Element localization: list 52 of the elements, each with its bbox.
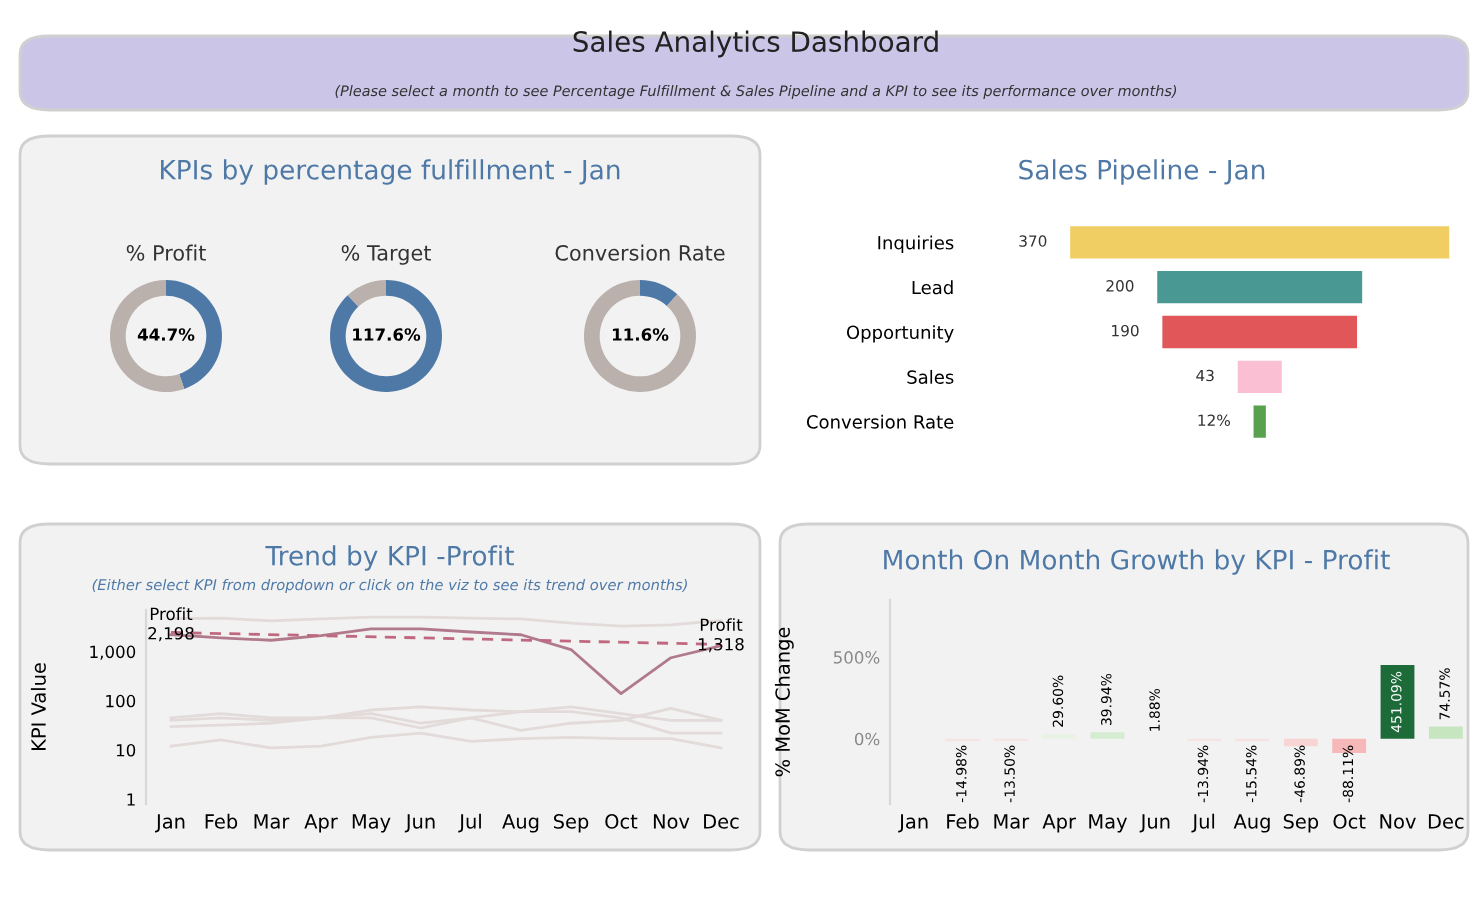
annotation: Profit: [700, 618, 743, 632]
chart-title: Trend by KPI -Profit: [265, 545, 514, 571]
text: KPIs by percentage fulfillment - Jan: [161, 159, 620, 185]
x-tick-label: Sep: [1283, 814, 1319, 833]
text: Sales Pipeline - Jan: [1019, 159, 1265, 185]
x-tick-label: Jul: [1191, 813, 1215, 833]
x-tick-label: Sep: [553, 814, 589, 833]
x-tick-label: Mar: [254, 814, 290, 829]
category-label: Lead: [912, 280, 953, 295]
x-tick-label: Mar: [994, 814, 1030, 829]
annotation: 1,318: [698, 637, 744, 653]
chart-title: % Target: [341, 244, 431, 265]
x-tick-label: Aug: [502, 814, 539, 833]
x-tick-label: Nov: [653, 814, 690, 829]
x-tick-label: Dec: [704, 814, 739, 829]
x-tick-label: Apr: [304, 814, 338, 833]
x-tick-label: Jan: [898, 814, 928, 833]
x-tick-label: Jun: [404, 814, 435, 833]
category-label: Conversion Rate: [806, 414, 954, 429]
y-tick-label: 10: [116, 743, 136, 757]
y-tick-label: 1,000: [90, 645, 136, 660]
text: Sales Analytics Dashboard: [573, 30, 938, 58]
chart-title: % Profit: [126, 244, 206, 261]
category-label: Inquiries: [878, 235, 954, 254]
text: 44.7%: [137, 328, 195, 341]
category-label: Opportunity: [846, 325, 954, 343]
y-axis-title: KPI Value: [30, 663, 46, 750]
x-tick-label: Jun: [1139, 814, 1170, 833]
chart-title: Month On Month Growth by KPI - Profit: [884, 549, 1390, 575]
x-tick-label: May: [1089, 814, 1128, 833]
x-tick-label: Oct: [1333, 814, 1366, 829]
y-tick-label: 100: [106, 694, 136, 708]
y-tick-label: 500%: [833, 651, 880, 664]
x-tick-label: Feb: [205, 813, 238, 829]
x-tick-label: Feb: [947, 813, 979, 829]
x-tick-label: Oct: [605, 814, 638, 829]
y-axis-title: % MoM Change: [774, 627, 794, 777]
x-tick-label: Nov: [1380, 814, 1416, 829]
annotation: 2,198: [148, 626, 194, 642]
chart-title: Conversion Rate: [555, 244, 725, 261]
x-tick-label: Jul: [458, 813, 481, 833]
y-tick-label: 1: [127, 793, 135, 806]
category-label: Sales: [907, 369, 954, 384]
y-tick-label: 0%: [854, 732, 880, 746]
text: 117.6%: [353, 328, 421, 341]
x-tick-label: Apr: [1042, 814, 1076, 833]
x-tick-label: May: [352, 814, 391, 833]
x-tick-label: Jan: [155, 814, 185, 833]
x-tick-label: Aug: [1233, 814, 1270, 833]
annotation: Profit: [150, 607, 193, 621]
text: 11.6%: [612, 328, 669, 341]
x-tick-label: Dec: [1428, 814, 1464, 829]
